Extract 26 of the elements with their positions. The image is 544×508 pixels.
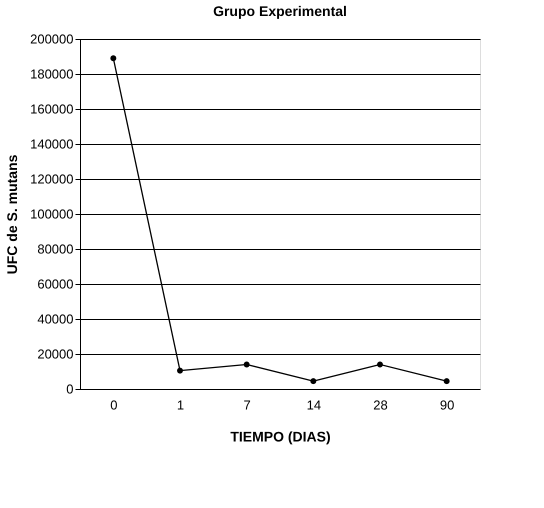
x-tick-label: 0 (110, 398, 118, 412)
y-axis-title: UFC de S. mutans (4, 154, 20, 274)
y-tick-label: 20000 (37, 346, 74, 362)
x-axis-title: TIEMPO (DIAS) (230, 428, 331, 444)
point (244, 362, 250, 368)
y-tick-label: 120000 (30, 172, 74, 186)
x-tick-label: 90 (440, 398, 454, 412)
y-tick-label: 40000 (37, 312, 74, 326)
y-tick-label: 140000 (30, 136, 74, 152)
y-tick-label: 180000 (30, 66, 74, 82)
point (177, 368, 183, 374)
point (444, 378, 450, 384)
point (377, 362, 383, 368)
y-tick-label: 80000 (37, 242, 74, 256)
y-tick-label: 100000 (30, 206, 74, 222)
y-tick-label: 160000 (30, 102, 74, 116)
x-tick-label: 28 (373, 398, 388, 412)
point (110, 55, 116, 62)
x-tick-label: 1 (176, 398, 184, 412)
point (310, 378, 316, 384)
y-tick-label: 200000 (30, 32, 74, 46)
chart-title: Grupo Experimental (213, 3, 347, 19)
y-tick-label: 60000 (37, 276, 74, 292)
y-tick-label: 0 (66, 382, 74, 396)
x-tick-label: 14 (306, 398, 322, 412)
x-tick-label: 7 (244, 398, 251, 412)
